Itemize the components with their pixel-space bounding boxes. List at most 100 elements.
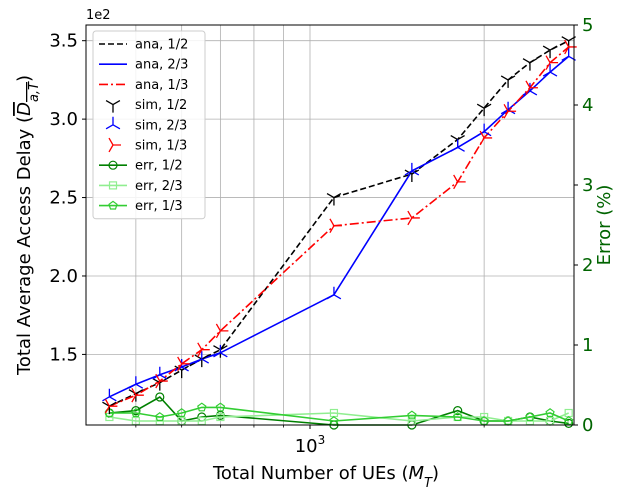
y-left-tick-label: 3.5	[49, 31, 78, 52]
legend-marker	[108, 181, 118, 190]
legend-label: ana, 1/3	[135, 78, 188, 93]
legend-label: err, 1/3	[135, 199, 183, 214]
legend-item-ana-1-3: ana, 1/3	[99, 78, 188, 93]
legend-label: ana, 1/2	[135, 38, 188, 53]
legend-box	[92, 30, 206, 220]
legend-item-err-2-3: err, 2/3	[99, 179, 183, 194]
data-point-err-1-3	[503, 416, 513, 425]
data-point-sim-1-3	[479, 130, 493, 146]
data-point-err-1-3	[197, 402, 207, 412]
data-point-err-1-3	[155, 412, 165, 421]
data-point-sim-1-3	[155, 373, 168, 389]
data-point-sim-1-2	[542, 45, 558, 59]
data-point-sim-1-3	[197, 342, 210, 357]
data-point-err-1-3	[545, 408, 555, 417]
y-right-tick-label: 3	[582, 175, 593, 196]
data-point-sim-2-3	[450, 139, 465, 152]
data-point-sim-1-3	[453, 174, 466, 190]
legend-marker	[105, 100, 121, 113]
legend-marker	[108, 137, 121, 153]
data-point-sim-1-3	[131, 387, 144, 403]
data-point-sim-1-3	[104, 398, 118, 414]
legend-item-err-1-2: err, 1/2	[99, 159, 183, 174]
data-point-err-1-3	[176, 408, 187, 417]
data-point-sim-2-3	[542, 64, 558, 77]
legend-label: sim, 1/2	[135, 98, 187, 113]
data-point-sim-2-3	[476, 123, 492, 137]
data-point-err-1-2	[453, 406, 463, 416]
legend-label: err, 2/3	[135, 179, 183, 194]
data-point-sim-1-2	[522, 58, 538, 71]
data-point-sim-1-3	[545, 55, 559, 70]
series-ana-1-3	[109, 46, 570, 407]
data-point-sim-1-3	[215, 323, 229, 339]
data-point-err-1-3	[407, 410, 417, 420]
data-point-sim-1-2	[102, 401, 117, 415]
data-point-err-2-3	[216, 412, 225, 422]
data-point-sim-2-3	[102, 388, 117, 402]
data-point-sim-2-3	[404, 162, 420, 176]
x-axis-title: Total Number of UEs (MT)	[212, 463, 439, 491]
series-err-1-2	[104, 392, 574, 430]
legend-item-err-1-3: err, 1/3	[99, 199, 183, 214]
y-axis-title-left: Total Average Access Delay (Da,T)	[14, 75, 42, 376]
data-point-sim-1-2	[194, 354, 210, 368]
ticks: 103 1.5 2.0 2.5 3.0 3.5 0 1 2 3 4 5	[49, 15, 593, 457]
data-point-sim-1-2	[404, 169, 420, 183]
y-right-tick-label: 5	[582, 15, 593, 36]
data-point-sim-1-3	[177, 356, 190, 372]
data-point-err-1-2	[131, 406, 141, 416]
data-point-sim-1-3	[407, 210, 420, 226]
data-point-sim-1-2	[174, 365, 189, 379]
y-offset-label: 1e2	[86, 8, 111, 23]
legend-item-ana-1-2: ana, 1/2	[99, 38, 188, 53]
data-point-err-1-3	[452, 412, 463, 421]
series-err-2-3	[105, 408, 573, 426]
legend-label: ana, 2/3	[135, 58, 188, 73]
data-point-sim-1-3	[525, 80, 538, 95]
data-point-err-1-3	[563, 416, 574, 425]
legend-label: sim, 1/3	[135, 139, 187, 154]
x-tick-label: 103	[295, 433, 326, 457]
y-right-tick-label: 0	[582, 415, 593, 436]
y-left-tick-label: 1.5	[49, 344, 78, 365]
data-point-sim-1-3	[503, 104, 517, 119]
legend-item-sim-1-2: sim, 1/2	[105, 98, 187, 113]
series-err-1-3	[104, 402, 574, 425]
data-point-err-1-3	[329, 416, 339, 425]
legend-marker	[105, 116, 121, 130]
legend-item-sim-2-3: sim, 2/3	[105, 116, 187, 133]
y-left-tick-label: 2.0	[49, 266, 78, 287]
data-point-sim-2-3	[194, 351, 210, 364]
series-line-ana-1-3	[109, 46, 570, 407]
data-point-err-1-3	[479, 416, 489, 425]
legend-marker	[108, 160, 118, 170]
data-point-sim-1-2	[476, 103, 492, 117]
y-right-tick-label: 1	[582, 335, 593, 356]
data-point-sim-2-3	[326, 286, 342, 300]
data-point-sim-1-3	[329, 218, 342, 234]
data-point-err-1-3	[525, 412, 535, 421]
legend-item-sim-1-3: sim, 1/3	[108, 137, 187, 154]
data-point-err-1-2	[564, 418, 574, 428]
legend-marker	[108, 200, 118, 210]
data-point-sim-1-2	[326, 192, 342, 206]
y-right-tick-label: 2	[582, 255, 593, 276]
plot-frame	[85, 24, 575, 426]
data-point-sim-1-2	[500, 75, 516, 88]
data-point-err-1-3	[215, 402, 226, 412]
y-right-tick-label: 4	[582, 95, 593, 116]
y-left-tick-label: 2.5	[49, 188, 78, 209]
series-sim-1-3	[104, 39, 577, 414]
data-point-err-1-2	[155, 392, 165, 402]
data-point-sim-1-3	[564, 39, 577, 55]
data-point-sim-2-3	[128, 376, 144, 389]
data-point-sim-2-3	[152, 366, 168, 380]
y-axis-title-right: Error (%)	[594, 185, 615, 266]
data-point-sim-2-3	[213, 344, 228, 358]
legend-label: err, 1/2	[135, 159, 183, 174]
legend-label: sim, 2/3	[135, 118, 187, 133]
legend-item-ana-2-3: ana, 2/3	[99, 58, 188, 73]
legend: ana, 1/2 ana, 2/3 ana, 1/3 sim, 1/2 sim, 2/3…	[92, 30, 206, 220]
